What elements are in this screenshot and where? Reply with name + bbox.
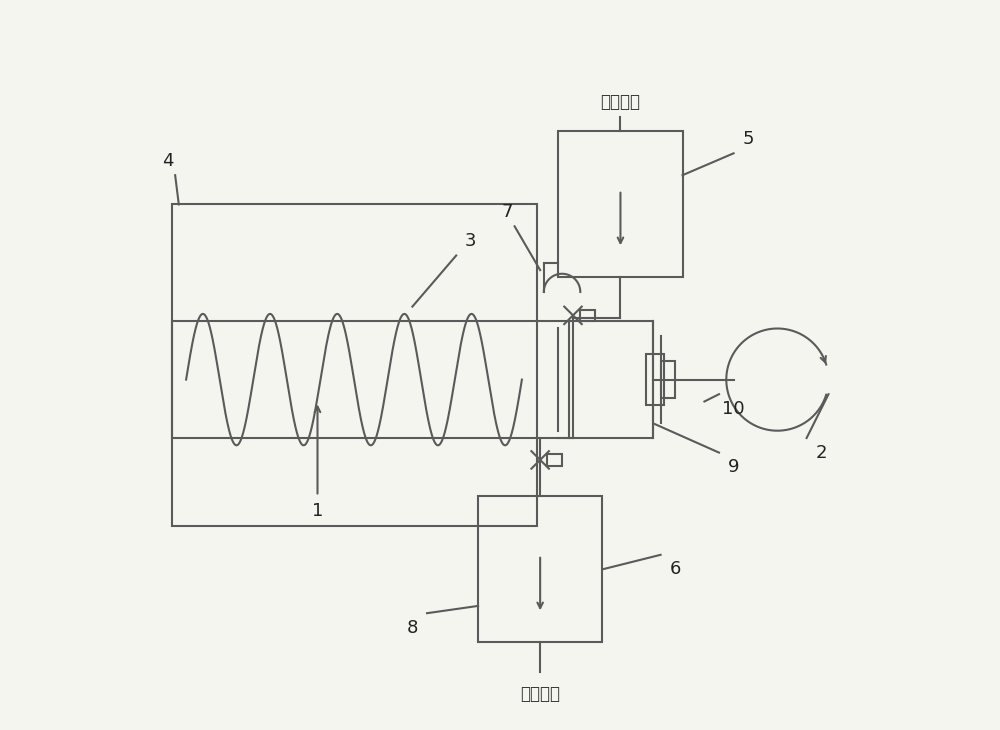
Text: 10: 10 bbox=[722, 400, 745, 418]
Bar bbox=[646, 354, 664, 405]
Bar bbox=[172, 204, 536, 526]
Bar bbox=[558, 131, 682, 277]
Text: 保护气体: 保护气体 bbox=[520, 685, 560, 702]
Text: 6: 6 bbox=[670, 561, 681, 578]
Text: 保护气体: 保护气体 bbox=[600, 93, 640, 111]
Bar bbox=[172, 321, 653, 438]
Text: 8: 8 bbox=[407, 619, 418, 637]
Text: 2: 2 bbox=[815, 444, 827, 461]
Bar bbox=[580, 310, 595, 321]
Text: 5: 5 bbox=[742, 130, 754, 147]
Bar bbox=[661, 361, 675, 398]
Bar bbox=[547, 454, 562, 466]
Bar bbox=[478, 496, 602, 642]
Text: 1: 1 bbox=[312, 502, 323, 520]
Text: 7: 7 bbox=[502, 203, 513, 220]
Text: 4: 4 bbox=[162, 152, 174, 169]
Text: 9: 9 bbox=[728, 458, 739, 476]
Text: 3: 3 bbox=[465, 232, 477, 250]
